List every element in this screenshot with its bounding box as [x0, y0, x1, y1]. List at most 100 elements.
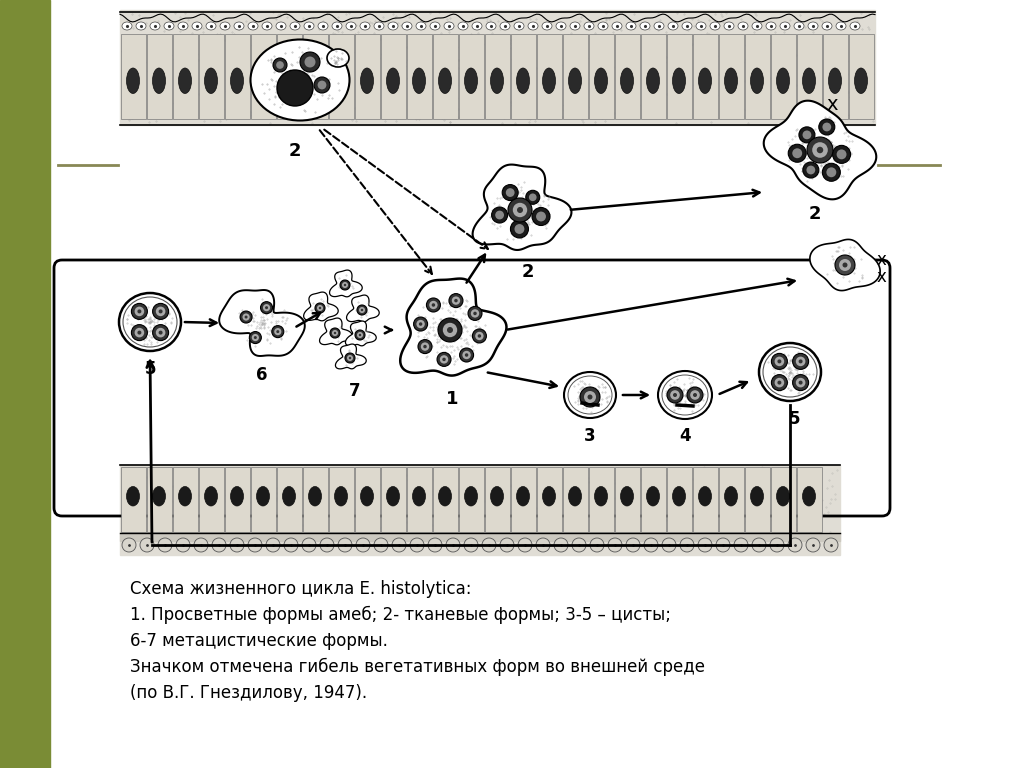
Circle shape — [777, 381, 781, 385]
Text: x: x — [826, 95, 838, 114]
Ellipse shape — [490, 68, 504, 94]
Ellipse shape — [803, 486, 815, 506]
Circle shape — [442, 323, 457, 337]
Circle shape — [131, 325, 147, 340]
Polygon shape — [346, 295, 379, 322]
Circle shape — [517, 207, 523, 213]
Ellipse shape — [595, 486, 607, 506]
Bar — [692, 34, 718, 119]
Ellipse shape — [335, 486, 347, 506]
Circle shape — [506, 188, 515, 197]
Bar — [354, 467, 380, 532]
Ellipse shape — [751, 486, 764, 506]
Circle shape — [426, 298, 440, 312]
Circle shape — [584, 391, 596, 403]
Ellipse shape — [516, 68, 529, 94]
Bar — [719, 34, 743, 119]
Bar — [329, 34, 353, 119]
Ellipse shape — [205, 68, 217, 94]
Circle shape — [302, 538, 316, 552]
Ellipse shape — [598, 22, 608, 30]
Circle shape — [819, 119, 835, 135]
Ellipse shape — [682, 22, 692, 30]
Ellipse shape — [402, 22, 412, 30]
Circle shape — [500, 538, 514, 552]
Bar — [640, 467, 666, 532]
Circle shape — [812, 142, 827, 157]
Circle shape — [693, 393, 697, 397]
Circle shape — [446, 538, 460, 552]
Ellipse shape — [828, 68, 842, 94]
Circle shape — [473, 312, 477, 315]
Ellipse shape — [568, 68, 582, 94]
Ellipse shape — [262, 22, 272, 30]
Circle shape — [131, 303, 147, 319]
Bar — [120, 10, 874, 125]
Ellipse shape — [780, 22, 790, 30]
Text: Схема жизненного цикла E. histolytica:: Схема жизненного цикла E. histolytica: — [130, 580, 471, 598]
Polygon shape — [810, 240, 880, 290]
Circle shape — [159, 330, 163, 335]
Bar — [797, 34, 821, 119]
Circle shape — [822, 123, 831, 131]
Ellipse shape — [621, 68, 634, 94]
Bar — [381, 467, 406, 532]
Circle shape — [134, 306, 144, 316]
Circle shape — [137, 330, 141, 335]
Bar — [224, 34, 250, 119]
Circle shape — [644, 538, 658, 552]
Polygon shape — [219, 290, 305, 356]
Circle shape — [428, 538, 442, 552]
Circle shape — [440, 356, 449, 363]
Ellipse shape — [543, 486, 555, 506]
Circle shape — [690, 390, 699, 400]
Ellipse shape — [673, 486, 685, 506]
Circle shape — [421, 343, 429, 351]
Circle shape — [330, 328, 340, 338]
Ellipse shape — [543, 68, 555, 94]
Ellipse shape — [335, 68, 347, 94]
Bar — [589, 467, 613, 532]
Circle shape — [716, 538, 730, 552]
Ellipse shape — [738, 22, 748, 30]
Circle shape — [240, 311, 252, 323]
Text: 2: 2 — [289, 142, 301, 160]
Circle shape — [667, 387, 683, 403]
Text: x: x — [877, 268, 887, 286]
Ellipse shape — [283, 68, 296, 94]
Bar — [562, 467, 588, 532]
Circle shape — [452, 296, 460, 305]
Text: 1. Просветные формы амеб; 2- тканевые формы; 3-5 – цисты;: 1. Просветные формы амеб; 2- тканевые фо… — [130, 606, 671, 624]
Bar — [692, 467, 718, 532]
Circle shape — [793, 148, 802, 158]
Circle shape — [245, 316, 248, 319]
Circle shape — [429, 301, 437, 310]
Bar — [770, 34, 796, 119]
Ellipse shape — [751, 68, 764, 94]
Circle shape — [319, 538, 334, 552]
Bar — [744, 467, 769, 532]
Ellipse shape — [673, 68, 685, 94]
Circle shape — [796, 356, 806, 366]
Ellipse shape — [803, 68, 815, 94]
Circle shape — [477, 334, 481, 338]
Ellipse shape — [646, 68, 659, 94]
Circle shape — [536, 538, 550, 552]
Circle shape — [532, 207, 550, 226]
Circle shape — [314, 77, 330, 93]
Circle shape — [332, 330, 338, 336]
Circle shape — [318, 306, 322, 310]
Circle shape — [799, 127, 815, 143]
Circle shape — [356, 538, 370, 552]
Bar — [199, 34, 223, 119]
Ellipse shape — [668, 22, 678, 30]
Ellipse shape — [836, 22, 846, 30]
Circle shape — [793, 353, 809, 369]
Circle shape — [774, 356, 784, 366]
Ellipse shape — [430, 22, 440, 30]
Circle shape — [588, 395, 593, 399]
Circle shape — [266, 538, 280, 552]
Bar — [511, 34, 536, 119]
Circle shape — [843, 263, 848, 267]
Circle shape — [807, 166, 815, 174]
